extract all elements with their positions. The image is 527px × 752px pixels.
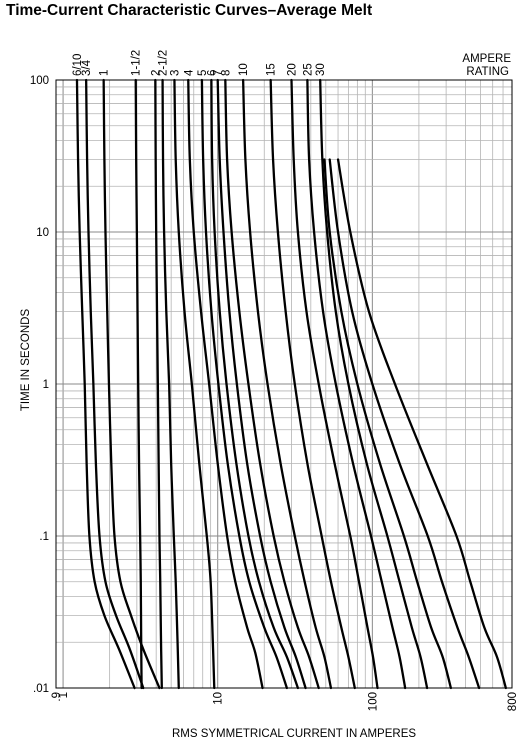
curve-series-11 <box>216 78 307 690</box>
curve-series-20 <box>336 158 507 690</box>
x-tick-label: 1 <box>58 692 70 698</box>
curve-series-8 <box>187 78 264 690</box>
curve-series-16 <box>306 78 407 690</box>
curve-series-14 <box>269 78 356 690</box>
curve-series-10 <box>210 78 300 690</box>
series-label: 8 <box>220 70 232 76</box>
curve-series-6 <box>161 78 180 690</box>
x-tick-labels: .91 10 100 800 <box>51 692 519 711</box>
series-label: 5 <box>197 70 209 76</box>
curve-series-19 <box>328 158 481 690</box>
series-label: 10 <box>238 63 250 76</box>
curve-series-12 <box>224 78 320 690</box>
curves <box>75 78 507 690</box>
series-label: 1 <box>99 70 111 76</box>
series-label: 20 <box>286 63 298 76</box>
legend-title-line-2: RATING <box>466 66 509 78</box>
series-label: 4 <box>183 69 195 76</box>
series-label: 7 <box>213 70 225 76</box>
y-tick-labels: 100 10 1 .1 .01 <box>30 75 49 695</box>
curve-series-2 <box>85 78 145 690</box>
series-label: 6 <box>206 70 218 76</box>
chart-title: Time-Current Characteristic Curves–Avera… <box>6 2 373 19</box>
series-label: 15 <box>266 63 278 76</box>
y-tick-label: 100 <box>30 75 49 87</box>
series-label: 6/10 <box>72 54 84 76</box>
x-tick-label: 100 <box>367 692 379 711</box>
curve-series-4 <box>134 78 143 690</box>
x-tick-label: 800 <box>507 692 519 711</box>
x-tick-label: 10 <box>213 692 225 705</box>
grid-lines <box>55 79 513 689</box>
curve-series-7 <box>173 78 216 690</box>
curve-series-5 <box>154 78 163 690</box>
y-tick-label: .01 <box>33 683 49 695</box>
series-label: 2-1/2 <box>158 50 170 76</box>
series-label: 3/4 <box>81 59 93 76</box>
plot-frame <box>55 79 513 689</box>
y-tick-label: .1 <box>39 531 49 543</box>
series-label: 3 <box>169 70 181 76</box>
x-axis-label: RMS SYMMETRICAL CURRENT IN AMPERES <box>172 728 416 740</box>
curve-series-9 <box>200 78 289 690</box>
y-tick-label: 1 <box>43 379 49 391</box>
series-label: 25 <box>302 63 314 76</box>
y-tick-label: 10 <box>36 227 49 239</box>
y-axis-label: TIME IN SECONDS <box>20 309 32 412</box>
curve-series-3 <box>102 78 161 690</box>
curve-series-13 <box>241 78 333 690</box>
legend-title-line-1: AMPERE <box>462 53 511 65</box>
curve-series-1 <box>75 78 136 690</box>
curve-series-15 <box>290 78 379 690</box>
series-label: 1-1/2 <box>131 50 143 76</box>
curve-series-17 <box>319 78 429 690</box>
series-label: 2 <box>150 70 162 76</box>
series-label: 30 <box>315 63 327 76</box>
curve-series-18 <box>323 158 453 690</box>
x-tick-label: .9 <box>51 692 63 702</box>
